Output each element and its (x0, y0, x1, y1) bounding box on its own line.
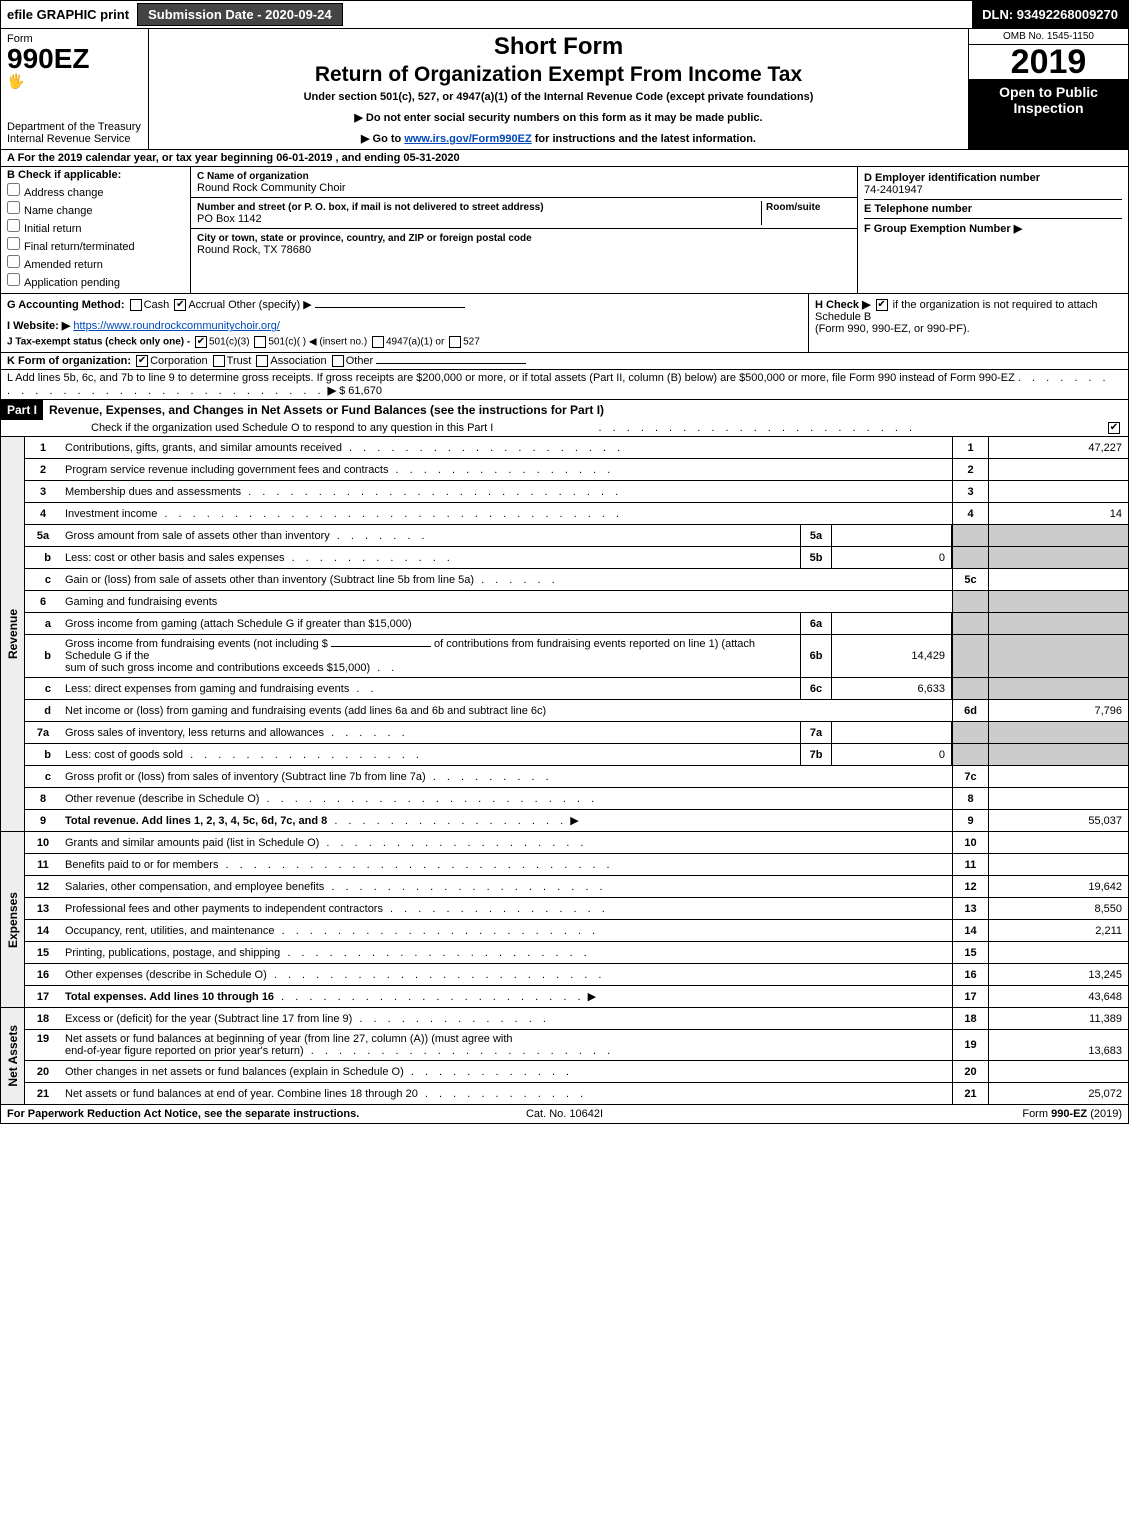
form-footer: For Paperwork Reduction Act Notice, see … (0, 1105, 1129, 1124)
part1-header: Part I (1, 400, 43, 420)
expenses-section: Expenses 10Grants and similar amounts pa… (0, 832, 1129, 1008)
section-c: C Name of organization Round Rock Commun… (191, 167, 858, 293)
ein: 74-2401947 (864, 184, 923, 196)
val-7c (988, 766, 1128, 787)
row-k: K Form of organization: ✔Corporation Tru… (0, 353, 1129, 370)
chk-final-return[interactable]: Final return/terminated (7, 237, 184, 253)
val-6c: 6,633 (832, 678, 952, 699)
open-to-public: Open to Public Inspection (969, 80, 1128, 149)
org-address: PO Box 1142 (197, 213, 262, 225)
val-6a (832, 613, 952, 634)
val-10 (988, 832, 1128, 853)
expenses-label: Expenses (6, 892, 20, 948)
chk-trust[interactable] (213, 355, 225, 367)
department: Department of the Treasury (7, 121, 142, 133)
netassets-label: Net Assets (6, 1025, 20, 1087)
val-21: 25,072 (988, 1083, 1128, 1104)
val-8 (988, 788, 1128, 809)
val-5b: 0 (832, 547, 952, 568)
val-9: 55,037 (988, 810, 1128, 831)
org-city: Round Rock, TX 78680 (197, 244, 311, 256)
tax-year: 2019 (969, 45, 1128, 80)
toolbar: efile GRAPHIC print Submission Date - 20… (0, 0, 1129, 29)
val-3 (988, 481, 1128, 502)
website-link[interactable]: https://www.roundrockcommunitychoir.org/ (73, 320, 280, 332)
submission-date: Submission Date - 2020-09-24 (137, 3, 343, 26)
info-grid: B Check if applicable: Address change Na… (0, 167, 1129, 294)
val-5a (832, 525, 952, 546)
chk-amended-return[interactable]: Amended return (7, 255, 184, 271)
dln: DLN: 93492268009270 (972, 1, 1128, 28)
section-b: B Check if applicable: Address change Na… (1, 167, 191, 293)
val-4: 14 (988, 503, 1128, 524)
chk-cash[interactable] (130, 299, 142, 311)
short-form-title: Short Form (153, 33, 964, 61)
val-1: 47,227 (988, 437, 1128, 458)
chk-501c3[interactable]: ✔ (195, 336, 207, 348)
chk-527[interactable] (449, 336, 461, 348)
paperwork-notice: For Paperwork Reduction Act Notice, see … (7, 1108, 379, 1120)
val-5c (988, 569, 1128, 590)
chk-application-pending[interactable]: Application pending (7, 273, 184, 289)
chk-accrual[interactable]: ✔ (174, 299, 186, 311)
val-11 (988, 854, 1128, 875)
val-6d: 7,796 (988, 700, 1128, 721)
val-7a (832, 722, 952, 743)
val-15 (988, 942, 1128, 963)
part1-title: Revenue, Expenses, and Changes in Net As… (43, 400, 610, 420)
val-13: 8,550 (988, 898, 1128, 919)
val-14: 2,211 (988, 920, 1128, 941)
goto-line: ▶ Go to www.irs.gov/Form990EZ for instru… (153, 132, 964, 145)
row-a: A For the 2019 calendar year, or tax yea… (0, 150, 1129, 167)
val-16: 13,245 (988, 964, 1128, 985)
chk-name-change[interactable]: Name change (7, 201, 184, 217)
chk-h[interactable]: ✔ (876, 299, 888, 311)
val-12: 19,642 (988, 876, 1128, 897)
val-19: 13,683 (988, 1030, 1128, 1060)
revenue-section: Revenue 1Contributions, gifts, grants, a… (0, 437, 1129, 832)
val-7b: 0 (832, 744, 952, 765)
org-name: Round Rock Community Choir (197, 182, 346, 194)
gh-row: G Accounting Method: Cash ✔Accrual Other… (0, 294, 1129, 353)
val-20 (988, 1061, 1128, 1082)
chk-4947[interactable] (372, 336, 384, 348)
chk-assoc[interactable] (256, 355, 268, 367)
efile-label[interactable]: efile GRAPHIC print (1, 1, 135, 28)
chk-schedule-o[interactable]: ✔ (1108, 422, 1120, 434)
form-header: Form 990EZ 🖐 Department of the Treasury … (0, 29, 1129, 150)
form-version: Form 990-EZ (2019) (750, 1108, 1122, 1120)
netassets-section: Net Assets 18Excess or (deficit) for the… (0, 1008, 1129, 1105)
val-6b: 14,429 (832, 635, 952, 677)
gross-receipts: $ 61,670 (339, 385, 382, 397)
goto-link[interactable]: www.irs.gov/Form990EZ (404, 133, 531, 145)
revenue-label: Revenue (6, 609, 20, 659)
irs-label: Internal Revenue Service (7, 133, 142, 145)
form-subtitle: Under section 501(c), 527, or 4947(a)(1)… (153, 91, 964, 103)
chk-initial-return[interactable]: Initial return (7, 219, 184, 235)
val-17: 43,648 (988, 986, 1128, 1007)
cat-number: Cat. No. 10642I (379, 1108, 751, 1120)
val-2 (988, 459, 1128, 480)
donot-line: ▶ Do not enter social security numbers o… (153, 111, 964, 124)
val-18: 11,389 (988, 1008, 1128, 1029)
row-l: L Add lines 5b, 6c, and 7b to line 9 to … (0, 370, 1129, 400)
form-title: Return of Organization Exempt From Incom… (153, 63, 964, 87)
section-def: D Employer identification number 74-2401… (858, 167, 1128, 293)
chk-corp[interactable]: ✔ (136, 355, 148, 367)
chk-address-change[interactable]: Address change (7, 183, 184, 199)
chk-other[interactable] (332, 355, 344, 367)
form-number: 990EZ (7, 45, 142, 73)
chk-501c[interactable] (254, 336, 266, 348)
